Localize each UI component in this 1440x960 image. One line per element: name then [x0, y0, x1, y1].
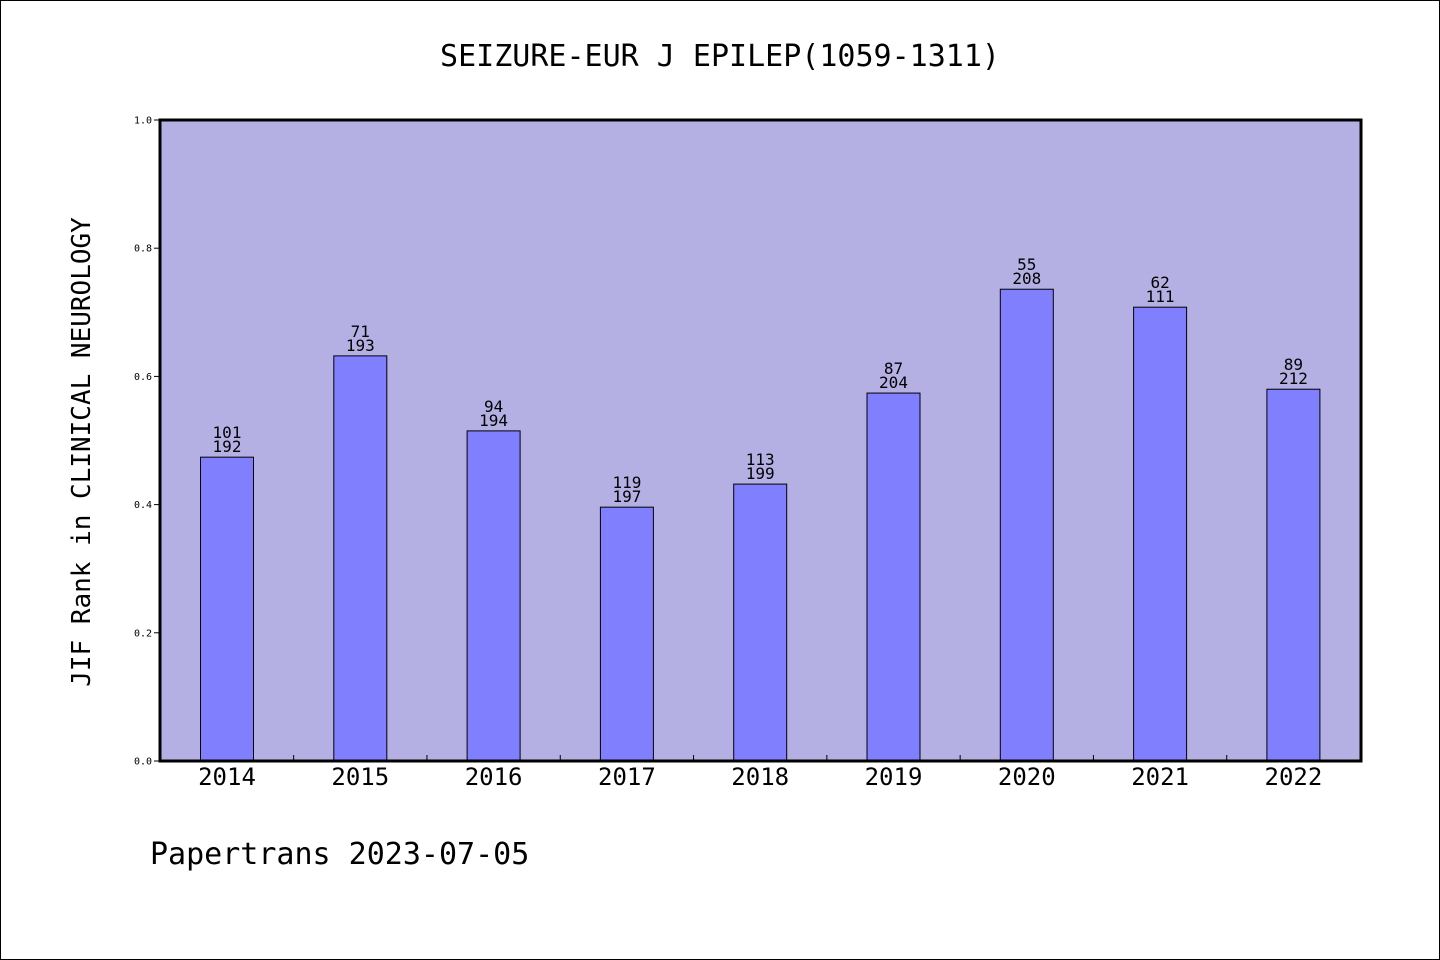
x-tick-label: 2021: [1131, 763, 1189, 791]
bar-2019: [866, 392, 921, 762]
x-tick-label: 2015: [331, 763, 389, 791]
chart-title: SEIZURE-EUR J EPILEP(1059-1311): [440, 39, 1000, 74]
rank-label: 101: [213, 423, 242, 442]
x-tick-label: 2017: [598, 763, 656, 791]
total-label: 111: [1146, 287, 1175, 306]
x-tick-label: 2022: [1265, 763, 1323, 791]
y-axis-label: JIF Rank in CLINICAL NEUROLOGY: [67, 217, 97, 687]
total-label: 208: [1012, 269, 1041, 288]
x-axis: 2014 2015 2016 2017 2018 2019 2020 2021 2022: [198, 755, 1322, 791]
rank-label: 119: [612, 473, 641, 492]
rank-label: 87: [884, 359, 903, 378]
y-axis: 0.0 0.2 0.4 0.6 0.8 1.0: [134, 116, 160, 768]
bar-2021: [1133, 306, 1188, 762]
bar-2016: [466, 430, 521, 762]
bar-2015: [333, 355, 388, 762]
total-label: 193: [346, 336, 375, 355]
y-tick-label: 0.6: [134, 372, 152, 383]
y-tick-label: 0.4: [134, 500, 152, 511]
bar-2014: [200, 456, 254, 762]
total-label: 212: [1279, 369, 1308, 388]
bars: [200, 288, 1321, 762]
x-tick-label: 2014: [198, 763, 256, 791]
rank-label: 113: [746, 450, 775, 469]
y-tick-label: 1.0: [134, 116, 152, 127]
plot-border: [158, 118, 1363, 763]
total-label: 204: [879, 373, 908, 392]
rank-label: 89: [1284, 355, 1303, 374]
footer-text: Papertrans 2023-07-05: [150, 837, 529, 872]
y-tick-label: 0.2: [134, 628, 152, 639]
total-label: 194: [479, 411, 508, 430]
rank-label: 94: [484, 397, 503, 416]
x-tick-label: 2018: [731, 763, 789, 791]
bar-2017: [599, 506, 654, 762]
total-label: 192: [213, 437, 242, 456]
total-label: 199: [746, 464, 775, 483]
total-label: 197: [612, 487, 641, 506]
rank-label: 62: [1150, 273, 1169, 292]
x-tick-label: 2016: [465, 763, 523, 791]
x-tick-label: 2020: [998, 763, 1056, 791]
bar-2018: [733, 483, 788, 762]
rank-label: 55: [1017, 255, 1036, 274]
bar-2022: [1266, 388, 1321, 762]
y-tick-label: 0.8: [134, 244, 152, 255]
x-tick-label: 2019: [865, 763, 923, 791]
bar-2020: [999, 288, 1054, 762]
y-tick-label: 0.0: [134, 757, 152, 768]
rank-label: 71: [351, 322, 370, 341]
